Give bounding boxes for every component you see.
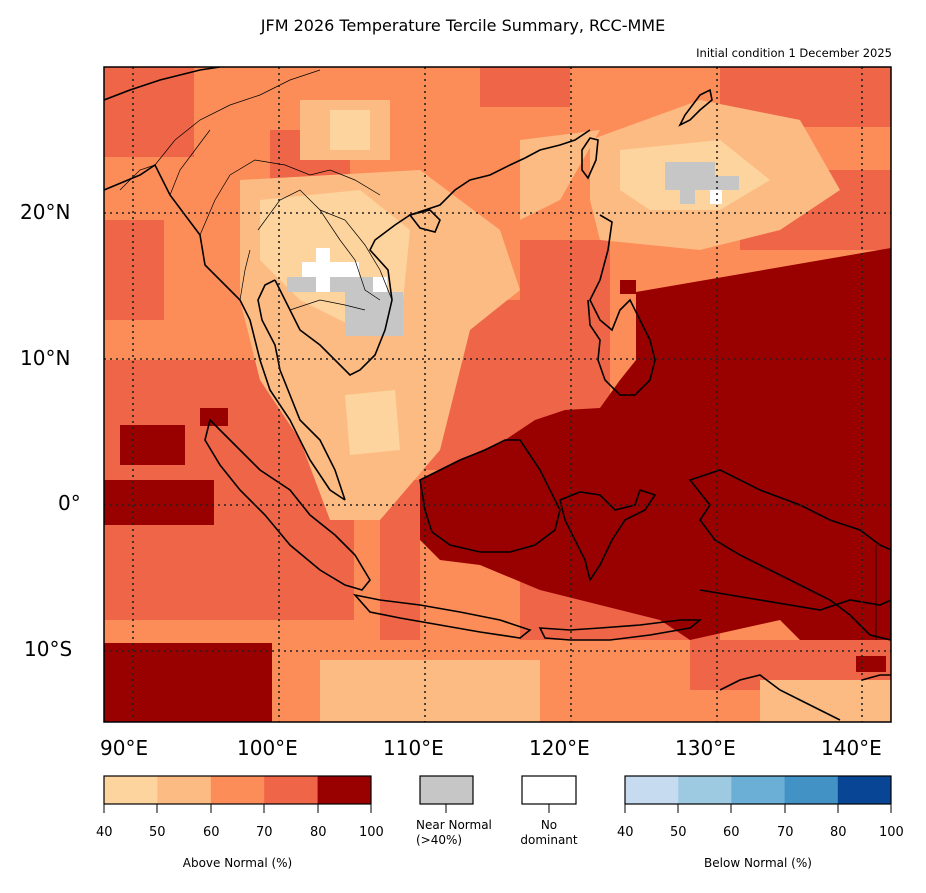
below-swatch-3 <box>784 776 839 804</box>
no-dominant-line2: dominant <box>520 833 578 847</box>
below-tick-label: 80 <box>830 825 847 840</box>
above-swatch-1 <box>157 776 212 804</box>
above-tick-label: 70 <box>256 825 273 840</box>
near-normal-line1: Near Normal <box>416 818 492 832</box>
near-normal-caption: Near Normal (>40%) <box>416 818 536 848</box>
near-normal-swatch <box>419 775 474 805</box>
lon-tick-140: 140°E <box>821 736 882 760</box>
colorbar-above <box>103 775 372 813</box>
above-swatch-2 <box>210 776 265 804</box>
map-frame <box>103 66 892 723</box>
lat-tick-10n: 10°N <box>20 346 71 370</box>
below-tick-label: 60 <box>723 825 740 840</box>
above-caption: Above Normal (%) <box>182 856 293 870</box>
lon-tick-100: 100°E <box>237 736 298 760</box>
below-swatch-1 <box>678 776 732 804</box>
no-dominant-caption: No dominant <box>512 818 586 848</box>
below-caption: Below Normal (%) <box>704 856 812 870</box>
above-tick-label: 80 <box>310 825 327 840</box>
above-tick-label: 60 <box>203 825 220 840</box>
above-tick-label: 50 <box>149 825 166 840</box>
no-dominant-swatch <box>521 775 577 805</box>
above-swatch-0 <box>104 776 158 804</box>
near-normal-line2: (>40%) <box>416 833 463 847</box>
below-tick-label: 40 <box>617 825 634 840</box>
below-tick-label: 50 <box>670 825 687 840</box>
below-swatch-0 <box>625 776 679 804</box>
above-swatch-4 <box>317 776 372 804</box>
map-field <box>104 67 891 722</box>
lon-tick-130: 130°E <box>675 736 736 760</box>
below-tick-label: 100 <box>879 825 904 840</box>
lon-tick-90: 90°E <box>100 736 149 760</box>
gridlines <box>104 67 891 722</box>
above-tick-label: 100 <box>359 825 384 840</box>
lat-tick-20n: 20°N <box>20 200 71 224</box>
lat-tick-0: 0° <box>58 491 81 515</box>
above-swatch-3 <box>264 776 319 804</box>
chart-title: JFM 2026 Temperature Tercile Summary, RC… <box>260 16 666 35</box>
lat-tick-10s: 10°S <box>24 637 73 661</box>
below-tick-label: 70 <box>777 825 794 840</box>
colorbar-below <box>624 775 892 813</box>
no-dominant-line1: No <box>540 818 558 832</box>
below-swatch-4 <box>837 776 892 804</box>
below-swatch-2 <box>731 776 786 804</box>
lon-tick-110: 110°E <box>383 736 444 760</box>
above-tick-label: 40 <box>96 825 113 840</box>
chart-subtitle: Initial condition 1 December 2025 <box>696 46 892 60</box>
lon-tick-120: 120°E <box>529 736 590 760</box>
